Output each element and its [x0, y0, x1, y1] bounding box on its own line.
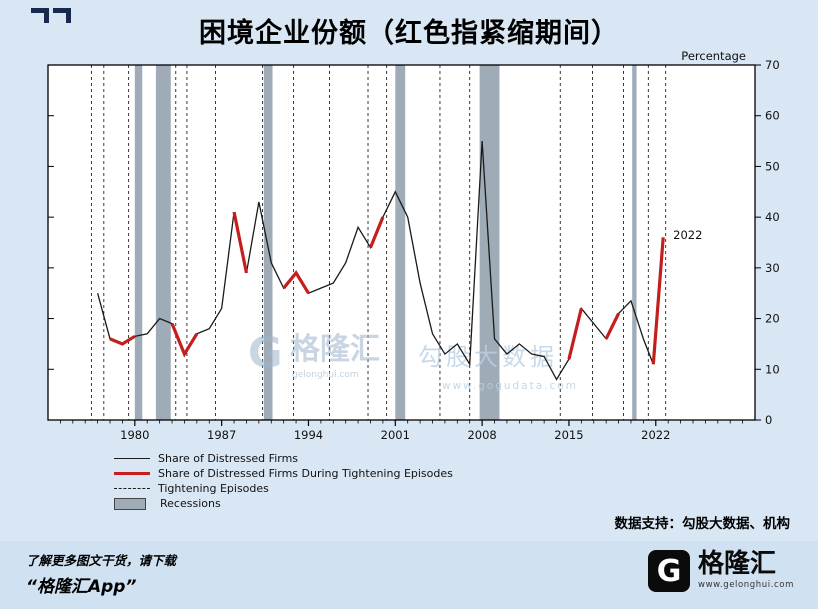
recession-band: [632, 65, 637, 420]
watermark-brand-url: gelonghui.com: [292, 370, 359, 380]
y-tick-label: 30: [765, 261, 780, 275]
y-tick-label: 20: [765, 312, 780, 326]
footer-bar: 了解更多图文干货，请下载 “格隆汇App” G 格隆汇 www.gelonghu…: [0, 541, 818, 609]
legend-label: Recessions: [160, 497, 221, 510]
x-tick-label: 2001: [381, 428, 410, 442]
y-axis-caption: Percentage: [681, 49, 746, 63]
tightening-share-segment: [369, 216, 385, 249]
legend-label: Tightening Episodes: [158, 482, 269, 495]
legend-label: Share of Distressed Firms: [158, 452, 299, 465]
footer-promo-text: 了解更多图文干货，请下载: [26, 553, 177, 568]
y-tick-label: 40: [765, 210, 780, 224]
tightening-share-segment: [567, 308, 583, 360]
y-tick-label: 60: [765, 109, 780, 123]
x-tick-label: 2022: [641, 428, 670, 442]
tightening-share-segment: [109, 334, 136, 346]
legend-swatch-dashed-icon: [114, 488, 150, 489]
page-title: 困境企业份额（红色指紧缩期间）: [199, 18, 619, 49]
legend-swatch-redline-icon: [114, 471, 150, 476]
tightening-share-segment: [282, 270, 310, 295]
x-tick-label: 2015: [554, 428, 583, 442]
gelonghui-logo-name: 格隆汇: [698, 549, 777, 579]
y-tick-label: 70: [765, 58, 780, 72]
gelonghui-logo-icon: G: [648, 550, 691, 592]
plot-border: [47, 64, 756, 421]
data-support-credit: 数据支持：勾股大数据、机构: [614, 516, 791, 532]
decorative-corner-mark-icon: [31, 8, 49, 23]
decorative-corner-mark-icon: [53, 8, 71, 23]
chart-legend: Share of Distressed Firms Share of Distre…: [114, 451, 453, 511]
x-tick-label: 1980: [120, 428, 149, 442]
distressed-firms-share-chart: G 格隆汇 gelonghui.com 勾股大数据 www.gogudata.com 0 1…: [47, 49, 780, 442]
legend-swatch-box-icon: [114, 497, 146, 510]
recession-band: [263, 65, 273, 420]
tightening-share-segment: [232, 211, 249, 274]
gelonghui-logo-text: 格隆汇 www.gelonghui.com: [698, 549, 794, 590]
recession-band: [134, 65, 143, 420]
gelonghui-logo: G 格隆汇 www.gelonghui.com: [648, 549, 794, 592]
legend-item: Share of Distressed Firms: [114, 451, 453, 466]
recession-band: [395, 65, 406, 420]
watermark-brand-letter: G: [248, 328, 282, 377]
tightening-share-segment: [604, 312, 620, 340]
footer-app-name: “格隆汇App”: [26, 577, 137, 597]
legend-item: Tightening Episodes: [114, 481, 453, 496]
legend-item: Share of Distressed Firms During Tighten…: [114, 466, 453, 481]
x-tick-label: 1994: [294, 428, 323, 442]
watermark-gogu: 勾股大数据: [418, 343, 558, 371]
legend-swatch-line-icon: [114, 458, 150, 459]
x-tick-label: 1987: [207, 428, 236, 442]
x-tick-label: 2008: [467, 428, 496, 442]
watermark-gogu-url: www.gogudata.com: [442, 380, 578, 392]
y-tick-label: 50: [765, 159, 780, 173]
tightening-share-segment: [170, 323, 199, 358]
annotation-2022: 2022: [673, 228, 702, 242]
y-tick-label: 0: [765, 413, 772, 427]
tightening-share-segment: [651, 237, 665, 365]
y-tick-label: 10: [765, 362, 780, 376]
legend-label: Share of Distressed Firms During Tighten…: [158, 467, 453, 480]
legend-item: Recessions: [114, 496, 453, 511]
gelonghui-logo-url: www.gelonghui.com: [698, 579, 794, 590]
watermark-brand: 格隆汇: [290, 332, 380, 367]
recession-band: [155, 65, 171, 420]
